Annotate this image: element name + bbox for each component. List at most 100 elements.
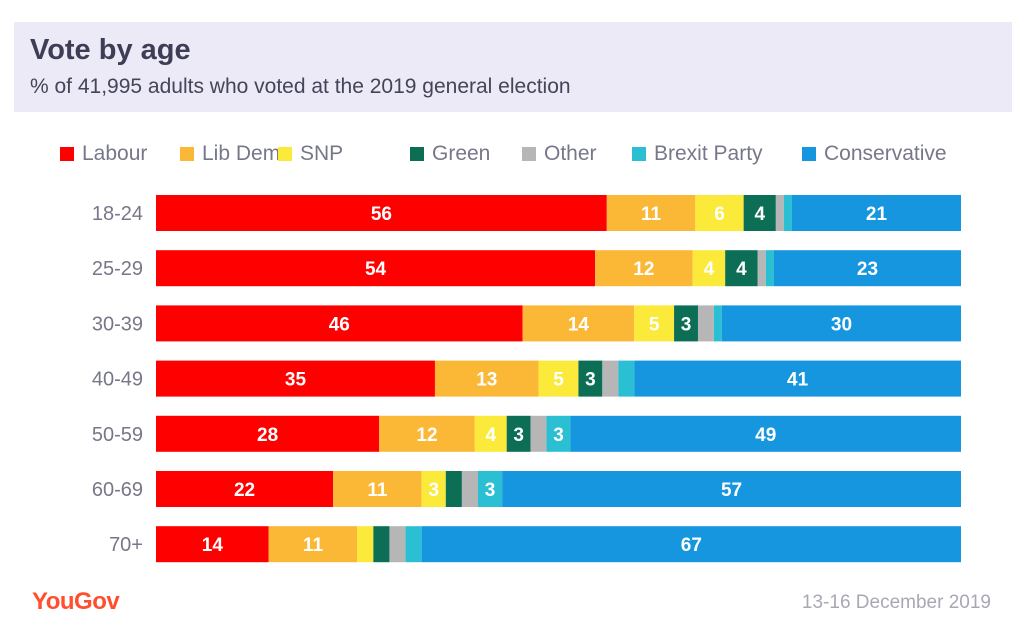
data-label: 3 (428, 480, 439, 501)
bar-segment-labour (156, 195, 607, 231)
bar-segment-brexit-party (478, 471, 503, 507)
bar-segment-labour (156, 250, 596, 287)
bar-segment-conservative (721, 305, 961, 342)
data-label: 11 (303, 535, 324, 556)
data-label: 4 (754, 204, 765, 225)
data-label: 4 (485, 425, 496, 446)
data-label: 3 (485, 480, 496, 501)
bar-segment-lib-dem (434, 360, 539, 397)
survey-date: 13-16 December 2019 (801, 592, 991, 613)
data-label: 3 (513, 425, 524, 446)
legend-swatch (632, 147, 646, 161)
legend-label: Labour (82, 142, 148, 165)
category-label: 30-39 (92, 313, 143, 335)
bar-segment-snp (474, 415, 507, 452)
data-label: 22 (234, 480, 255, 501)
data-label: 54 (365, 259, 387, 280)
bar-segment-labour (156, 471, 334, 507)
legend-label: Green (432, 142, 491, 165)
category-label: 40-49 (92, 369, 143, 391)
bar-segment-labour (156, 360, 435, 397)
data-label: 4 (704, 259, 715, 280)
data-label: 11 (367, 480, 388, 501)
yougov-logo: YouGov (32, 588, 120, 615)
bar-segment-green (674, 305, 698, 342)
bar-segment-conservative (502, 471, 961, 507)
data-label: 49 (755, 425, 776, 446)
data-label: 23 (857, 259, 878, 280)
bar-segment-lib-dem (522, 305, 635, 342)
data-label: 30 (831, 314, 852, 335)
bar-segment-other (389, 526, 406, 563)
data-label: 3 (681, 314, 692, 335)
legend-label: Lib Dem (202, 142, 281, 165)
chart-subtitle: % of 41,995 adults who voted at the 2019… (30, 75, 571, 98)
legend-item-green: Green (410, 141, 490, 167)
bar-segment-snp (634, 305, 675, 342)
bar-segment-brexit-party (783, 195, 792, 231)
bar-segment-snp (538, 360, 579, 397)
bar-segment-other (602, 360, 619, 397)
bar-segment-brexit-party (405, 526, 422, 563)
bar-segment-labour (156, 526, 269, 563)
legend-swatch (410, 147, 424, 161)
data-label: 35 (285, 370, 307, 391)
bar-segment-green (373, 526, 390, 563)
data-label: 5 (553, 370, 564, 391)
data-label: 3 (553, 425, 564, 446)
legend-item-brexit-party: Brexit Party (632, 141, 763, 167)
bar-segment-other (461, 471, 478, 507)
bar-segment-conservative (421, 526, 961, 563)
data-label: 6 (714, 204, 725, 225)
category-label: 60-69 (92, 479, 143, 501)
bar-segment-lib-dem (595, 250, 693, 287)
legend-label: Other (544, 142, 597, 165)
bar-segment-brexit-party (546, 415, 571, 452)
legend-swatch (180, 147, 194, 161)
legend-label: SNP (300, 142, 344, 165)
bar-segment-conservative (570, 415, 961, 452)
data-label: 57 (721, 480, 742, 501)
data-label: 28 (257, 425, 278, 446)
data-label: 3 (585, 370, 596, 391)
bar-segment-lib-dem (268, 526, 358, 563)
data-label: 14 (202, 535, 224, 556)
bar-segment-brexit-party (618, 360, 635, 397)
data-label: 12 (416, 425, 437, 446)
bar-segment-green (725, 250, 758, 287)
bar-segment-other (757, 250, 766, 287)
data-label: 4 (736, 259, 747, 280)
bar-segment-green (506, 415, 531, 452)
bar-segment-conservative (634, 360, 961, 397)
chart-title: Vote by age (30, 34, 191, 66)
legend-label: Conservative (824, 142, 947, 165)
data-label: 67 (681, 535, 702, 556)
legend-item-snp: SNP (278, 141, 343, 167)
legend-item-other: Other (522, 141, 597, 167)
bar-segment-labour (156, 305, 523, 342)
data-label: 11 (641, 204, 662, 225)
bar-segment-lib-dem (379, 415, 475, 452)
data-label: 12 (633, 259, 654, 280)
data-label: 5 (649, 314, 660, 335)
category-label: 18-24 (92, 203, 143, 225)
data-label: 21 (866, 204, 888, 225)
legend-item-labour: Labour (60, 141, 147, 167)
legend-label: Brexit Party (654, 142, 763, 165)
bar-segment-green (578, 360, 603, 397)
bar-segment-snp (357, 526, 374, 563)
data-label: 56 (371, 204, 392, 225)
bar-segment-lib-dem (333, 471, 422, 507)
bar-segment-conservative (791, 195, 961, 231)
legend-swatch (522, 147, 536, 161)
bar-segment-green (743, 195, 776, 231)
data-label: 13 (476, 370, 497, 391)
bar-segment-conservative (773, 250, 961, 287)
bar-segment-snp (695, 195, 744, 231)
bar-segment-brexit-party (713, 305, 722, 342)
data-label: 46 (329, 314, 350, 335)
bar-segment-snp (421, 471, 446, 507)
bar-segment-other (530, 415, 547, 452)
category-label: 25-29 (92, 258, 143, 280)
